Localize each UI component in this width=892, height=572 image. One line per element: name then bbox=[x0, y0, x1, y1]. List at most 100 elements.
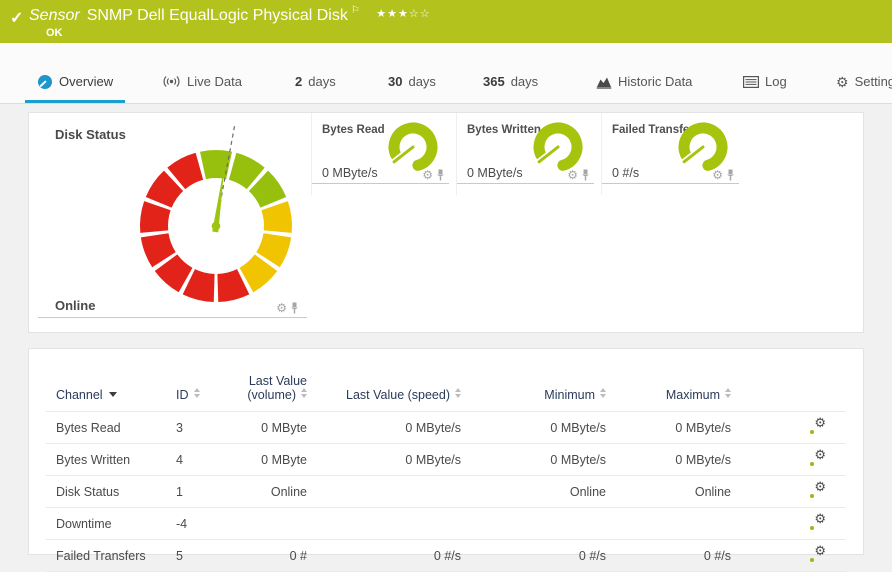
tab-label: Historic Data bbox=[618, 74, 693, 89]
last-value-speed: 0 MByte/s bbox=[405, 452, 461, 467]
channel-table: Channel ID Last Value (volume) Last Valu… bbox=[46, 349, 846, 572]
last-value-volume bbox=[236, 508, 307, 540]
channel-id: 5 bbox=[176, 548, 183, 563]
tab-bar: Overview Live Data 2 days 30 days 365 da… bbox=[0, 43, 892, 104]
channel-settings-gear-icon[interactable]: ⚙ bbox=[276, 301, 287, 315]
priority-stars[interactable]: ★★★☆☆ bbox=[376, 8, 430, 20]
tab-365-days[interactable]: 365 days bbox=[483, 74, 539, 89]
tab-30-days[interactable]: 30 days bbox=[388, 74, 436, 89]
tab-label: Live Data bbox=[187, 74, 242, 89]
channel-name[interactable]: Bytes Read bbox=[56, 420, 121, 435]
col-header-last-value-volume[interactable]: Last Value (volume) bbox=[247, 374, 307, 402]
col-header-maximum[interactable]: Maximum bbox=[606, 349, 731, 412]
tab-2-days[interactable]: 2 days bbox=[295, 74, 336, 89]
pin-icon[interactable] bbox=[726, 169, 735, 181]
status-gauge-dial bbox=[140, 125, 292, 302]
sort-desc-icon bbox=[108, 392, 117, 397]
channel-id: 1 bbox=[176, 484, 183, 499]
ok-check-icon: ✓ bbox=[10, 10, 24, 27]
channel-table-panel: Channel ID Last Value (volume) Last Valu… bbox=[28, 348, 864, 572]
channel-name[interactable]: Downtime bbox=[56, 516, 112, 531]
failed-transfers-gauge: Failed Transfers 0 #/s ⚙ bbox=[601, 113, 742, 195]
gauge-needle bbox=[392, 145, 415, 164]
gauge-value: 0 MByte/s bbox=[322, 166, 378, 180]
sort-icon bbox=[193, 388, 200, 398]
maximum bbox=[606, 508, 731, 540]
maximum: 0 MByte/s bbox=[675, 452, 731, 467]
tab-overview[interactable]: Overview bbox=[25, 63, 126, 103]
sensor-title-line: Sensor SNMP Dell EqualLogic Physical Disk… bbox=[29, 5, 431, 25]
flag-icon[interactable]: ⚐ bbox=[350, 5, 360, 16]
channel-name[interactable]: Bytes Written bbox=[56, 452, 131, 467]
channel-id: 4 bbox=[176, 452, 183, 467]
divider bbox=[602, 183, 739, 184]
sort-icon bbox=[600, 388, 606, 398]
bytes-read-gauge: Bytes Read 0 MByte/s ⚙ bbox=[311, 113, 452, 195]
minimum: Online bbox=[569, 484, 606, 499]
maximum: 0 MByte/s bbox=[675, 420, 731, 435]
last-value-volume: 0 MByte bbox=[261, 452, 307, 467]
tab-historic-data[interactable]: Historic Data bbox=[584, 63, 704, 103]
table-header-row: Channel ID Last Value (volume) Last Valu… bbox=[46, 349, 846, 412]
last-value-volume: 0 MByte bbox=[261, 420, 307, 435]
pin-icon[interactable] bbox=[436, 169, 445, 181]
sort-icon bbox=[725, 388, 731, 398]
gauge-title: Bytes Read bbox=[322, 124, 385, 136]
log-icon bbox=[743, 75, 759, 88]
table-row[interactable]: Bytes Read 3 0 MByte 0 MByte/s 0 MByte/s… bbox=[46, 412, 846, 444]
gear-icon: ⚙ bbox=[836, 73, 849, 90]
divider bbox=[457, 183, 594, 184]
table-row[interactable]: Downtime -4 ⚙ bbox=[46, 508, 846, 540]
stars-filled: ★★★ bbox=[376, 8, 409, 20]
channel-settings-gear-icon[interactable]: ⚙ bbox=[712, 168, 723, 182]
pin-icon[interactable] bbox=[581, 169, 590, 181]
divider bbox=[312, 183, 449, 184]
tab-label: Settings bbox=[854, 74, 892, 89]
maximum: 0 #/s bbox=[703, 548, 731, 563]
table-row[interactable]: Failed Transfers 5 0 # 0 #/s 0 #/s 0 #/s… bbox=[46, 540, 846, 572]
edit-channel-gear-icon[interactable]: ⚙ bbox=[810, 512, 826, 530]
stars-empty: ☆☆ bbox=[408, 8, 431, 20]
gauge-title: Failed Transfers bbox=[612, 124, 701, 136]
tab-live-data[interactable]: Live Data bbox=[150, 63, 254, 103]
status-badge: OK bbox=[46, 27, 63, 39]
sort-icon bbox=[301, 388, 307, 398]
pin-icon[interactable] bbox=[290, 302, 299, 314]
gauge-value: 0 MByte/s bbox=[467, 166, 523, 180]
chart-icon bbox=[596, 77, 612, 89]
channel-name[interactable]: Disk Status bbox=[56, 484, 120, 499]
bytes-written-gauge: Bytes Written 0 MByte/s ⚙ bbox=[456, 113, 597, 195]
gauge-value: Online bbox=[55, 298, 96, 313]
col-header-minimum[interactable]: Minimum bbox=[461, 349, 606, 412]
edit-channel-gear-icon[interactable]: ⚙ bbox=[810, 448, 826, 466]
tab-settings[interactable]: ⚙ Settings bbox=[824, 63, 892, 103]
col-header-channel[interactable]: Channel bbox=[46, 349, 176, 412]
sort-icon bbox=[455, 388, 461, 398]
minimum bbox=[461, 508, 606, 540]
gauge-needle bbox=[212, 163, 225, 233]
col-header-last-value-speed[interactable]: Last Value (speed) bbox=[307, 349, 461, 412]
sensor-status-bar: ✓ Sensor SNMP Dell EqualLogic Physical Di… bbox=[0, 0, 892, 43]
last-value-speed bbox=[307, 508, 461, 540]
channel-id: -4 bbox=[176, 516, 188, 531]
channel-id: 3 bbox=[176, 420, 183, 435]
col-header-id[interactable]: ID bbox=[176, 349, 236, 412]
gauge-needle bbox=[537, 145, 560, 164]
channel-settings-gear-icon[interactable]: ⚙ bbox=[422, 168, 433, 182]
channel-name[interactable]: Failed Transfers bbox=[56, 548, 146, 563]
disk-status-gauge: Disk Status Online ⚙ bbox=[29, 113, 311, 332]
table-row[interactable]: Disk Status 1 Online Online Online ⚙ bbox=[46, 476, 846, 508]
mini-gauge-dial bbox=[678, 122, 728, 171]
channel-settings-gear-icon[interactable]: ⚙ bbox=[567, 168, 578, 182]
table-row[interactable]: Bytes Written 4 0 MByte 0 MByte/s 0 MByt… bbox=[46, 444, 846, 476]
mini-gauge-dial bbox=[388, 122, 438, 171]
live-data-icon bbox=[163, 76, 180, 87]
gauge-title: Bytes Written bbox=[467, 124, 541, 136]
gauge-needle bbox=[682, 145, 705, 164]
edit-channel-gear-icon[interactable]: ⚙ bbox=[810, 416, 826, 434]
edit-channel-gear-icon[interactable]: ⚙ bbox=[810, 480, 826, 498]
maximum: Online bbox=[694, 484, 731, 499]
last-value-volume: 0 # bbox=[289, 548, 307, 563]
tab-log[interactable]: Log bbox=[731, 63, 799, 103]
minimum: 0 MByte/s bbox=[550, 420, 606, 435]
